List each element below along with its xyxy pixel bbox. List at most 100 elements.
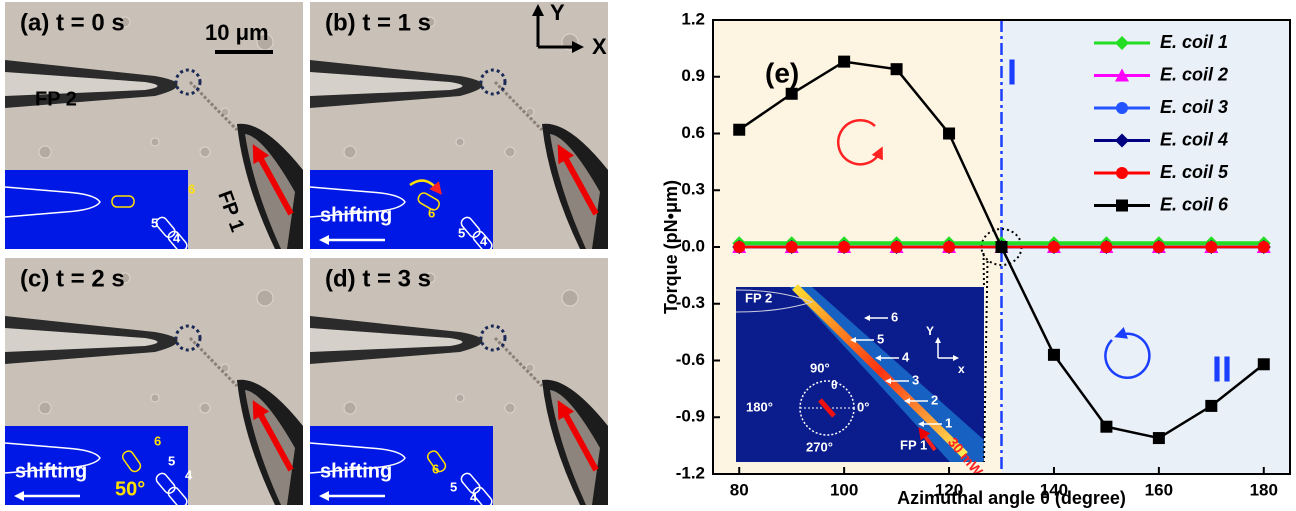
inset-pipette [735, 289, 814, 313]
schematic-cell [460, 472, 481, 494]
panel-text: 5 [458, 225, 465, 240]
particle [504, 146, 516, 158]
tracking-circle [479, 324, 507, 352]
inset-text: 4 [902, 349, 910, 364]
marker-square [1152, 432, 1165, 445]
panel-text: shifting [320, 460, 392, 482]
panel-text: 4 [480, 233, 488, 248]
marker-circle [733, 241, 746, 253]
schematic-cell [167, 230, 188, 252]
schematic-cell [417, 192, 440, 211]
y-axis-label: Torque (pN•μm) [661, 180, 681, 314]
panel-text: 6 [188, 181, 195, 196]
y-tick-label: 0.3 [681, 180, 705, 199]
schematic-cell [426, 450, 447, 473]
y-tick-label: -0.9 [676, 407, 705, 426]
panel-title: (d) t = 3 s [325, 265, 431, 292]
tracking-circle [174, 68, 202, 96]
marker-square [733, 123, 746, 136]
particle [256, 289, 274, 307]
marker-circle [1100, 241, 1113, 253]
x-tick-label: 180 [1250, 480, 1278, 499]
particle [424, 16, 436, 28]
rotation-arrow-cw [1104, 327, 1151, 379]
particle [455, 393, 465, 403]
marker-square [1205, 399, 1218, 412]
legend-label: E. coil 4 [1160, 129, 1228, 149]
particle [343, 401, 357, 415]
micrograph-panel: (c) t = 2 s shifting 50° 654 [4, 258, 303, 508]
legend-marker [1116, 102, 1128, 114]
y-tick-label: 0.9 [681, 66, 705, 85]
inset-text: 2 [931, 392, 938, 407]
x-tick-label: 140 [1040, 480, 1068, 499]
legend-label: E. coil 6 [1160, 194, 1229, 214]
schematic-cell [155, 472, 176, 494]
panel-title: (a) t = 0 s [20, 9, 125, 36]
particle [343, 145, 357, 159]
laser-arrow [557, 144, 599, 216]
marker-circle [890, 241, 903, 253]
inset-text: 5 [877, 331, 884, 346]
particle [455, 137, 465, 147]
schematic-pipette [4, 186, 101, 218]
inset-laser-arrow [918, 427, 937, 452]
particle [119, 16, 131, 28]
inset-text: Y [926, 324, 934, 338]
marker-circle [1205, 241, 1218, 253]
schematic-cell [155, 216, 176, 238]
panel-text: 4 [470, 489, 478, 504]
particle [199, 146, 211, 158]
pipette-fp2-inner [310, 72, 463, 96]
laser-arrow [252, 400, 294, 472]
particle [561, 289, 579, 307]
panel-text: shifting [15, 460, 87, 482]
schematic-cell [472, 230, 493, 252]
region-label: II [1212, 349, 1232, 390]
tracking-circle [479, 68, 507, 96]
panel-text: 5 [450, 479, 457, 494]
x-tick-label: 120 [935, 480, 963, 499]
x-axis-label: Azimuthal angle θ (degree) [897, 488, 1126, 508]
panel-text: 6 [432, 461, 439, 476]
inset-text: FP 2 [745, 290, 772, 305]
particle [504, 402, 516, 414]
panel-text: 4 [173, 230, 181, 245]
y-tick-label: 0.0 [681, 236, 705, 255]
legend-marker [1115, 68, 1129, 82]
panel-text: 10 μm [205, 20, 269, 45]
schematic-pipette [309, 186, 406, 218]
legend-label: E. coil 2 [1160, 64, 1228, 84]
marker-circle [943, 241, 956, 253]
panel-title: (b) t = 1 s [325, 9, 431, 36]
inset-text: 0° [857, 399, 869, 414]
legend-marker [1115, 36, 1129, 50]
particle [424, 272, 436, 284]
legend-label: E. coil 1 [1160, 32, 1228, 52]
marker-circle [1257, 241, 1270, 253]
particle [150, 393, 160, 403]
particle [38, 145, 52, 159]
x-tick-label: 80 [730, 480, 749, 499]
inset-text: 3 [912, 372, 919, 387]
panel-text: 4 [185, 467, 193, 482]
y-tick-label: 1.2 [681, 9, 705, 28]
y-tick-label: -0.3 [676, 293, 705, 312]
x-tick-label: 160 [1145, 480, 1173, 499]
schematic-cell [121, 450, 142, 473]
particle [150, 137, 160, 147]
panel-text: 5 [168, 453, 175, 468]
particle [38, 401, 52, 415]
panel-title: (c) t = 2 s [20, 265, 125, 292]
rotation-arrow-ccw [837, 119, 883, 166]
laser-arrow [557, 400, 599, 472]
legend-marker [1116, 167, 1128, 179]
schematic-inset [5, 170, 188, 249]
region-label: I [1007, 52, 1017, 93]
marker-square [1047, 348, 1060, 361]
schematic-cell [460, 216, 481, 238]
panel-text: 6 [154, 433, 161, 448]
panel-text: FP 2 [35, 88, 77, 110]
